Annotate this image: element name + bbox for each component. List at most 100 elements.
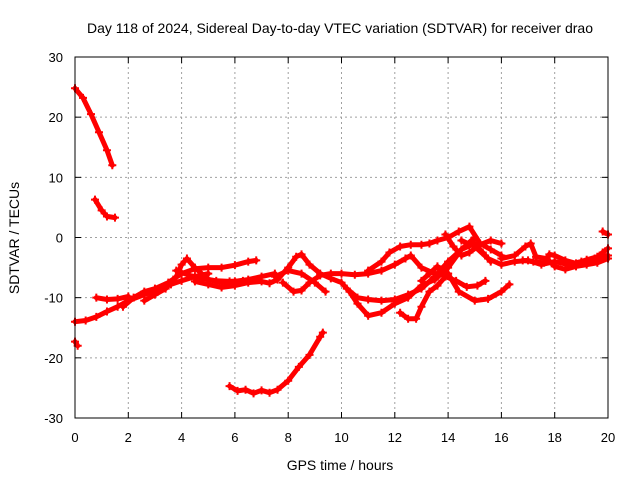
data-point [257,277,266,286]
data-point [449,242,458,251]
x-tick-label: 20 [601,430,615,445]
series-arc-11 [278,251,453,296]
series-arc-5 [92,292,133,304]
data-point [484,254,493,263]
data-point [473,281,482,290]
data-point [249,389,258,398]
data-point [545,250,554,259]
y-tick-label: 20 [49,110,63,125]
series-arc-2 [90,195,119,222]
data-point [390,295,399,304]
data-point [94,128,103,137]
data-point [572,259,581,268]
data-point [505,280,514,289]
x-tick-label: 10 [334,430,348,445]
x-tick-label: 16 [494,430,508,445]
x-tick-label: 0 [71,430,78,445]
data-point [265,388,274,397]
data-point [364,311,373,320]
data-point [425,239,434,248]
data-point [364,266,373,275]
series-arc-14 [396,272,490,323]
data-point [417,263,426,272]
data-point [140,287,149,296]
data-point [305,260,314,269]
series-arc-15 [417,262,514,305]
y-tick-label: 30 [49,50,63,65]
series-arc-20 [598,227,612,239]
data-point [78,93,87,102]
data-point [404,290,413,299]
series-arc-16 [441,230,506,260]
data-point [457,251,466,260]
data-point [177,260,186,269]
data-points [71,84,612,398]
series-arc-21 [225,328,327,398]
data-point [406,251,415,260]
data-point [425,269,434,278]
data-point [129,293,138,302]
data-point [598,227,607,236]
data-point [454,227,463,236]
data-point [278,278,287,287]
data-point [225,382,234,391]
data-point [441,230,450,239]
data-point [433,236,442,245]
data-point [518,256,527,265]
y-tick-label: -10 [44,291,63,306]
data-point [364,295,373,304]
data-point [337,269,346,278]
data-point [385,248,394,257]
data-point [433,281,442,290]
data-point [150,290,159,299]
data-point [406,240,415,249]
data-point [316,271,325,280]
data-point [97,206,106,215]
data-point [401,254,410,263]
data-point [273,385,282,394]
data-point [233,386,242,395]
data-point [321,287,330,296]
data-point [529,257,538,266]
data-point [190,277,199,286]
data-point [457,236,466,245]
data-point [92,312,101,321]
data-point [244,278,253,287]
data-point [102,295,111,304]
data-point [108,161,117,170]
chart-title: Day 118 of 2024, Sidereal Day-to-day VTE… [87,20,593,36]
y-tick-label: -20 [44,351,63,366]
data-point [113,294,122,303]
data-point [289,287,298,296]
data-point [465,248,474,257]
data-point [252,256,261,265]
data-point [212,276,221,285]
data-point [550,251,559,260]
data-point [404,314,413,323]
data-point [396,308,405,317]
data-point [377,257,386,266]
series-arc-8 [172,266,261,286]
data-point [337,278,346,287]
data-point [377,296,386,305]
data-point [417,276,426,285]
grid-lines [75,57,608,418]
data-point [484,294,493,303]
data-point [190,263,199,272]
x-tick-label: 18 [547,430,561,445]
data-point [230,281,239,290]
data-point [454,287,463,296]
series-line [92,197,118,221]
data-point [444,257,453,266]
axis-ticks: 0 2 4 6 8 10 12 14 16 18 20 -30 -20 -10 0 10 20 30 [44,50,615,445]
data-point [244,257,253,266]
data-point [297,269,306,278]
data-point [292,252,301,261]
data-point [305,350,314,359]
data-point [462,282,471,291]
data-point [561,256,570,265]
data-point [481,276,490,285]
y-tick-label: 0 [56,231,63,246]
